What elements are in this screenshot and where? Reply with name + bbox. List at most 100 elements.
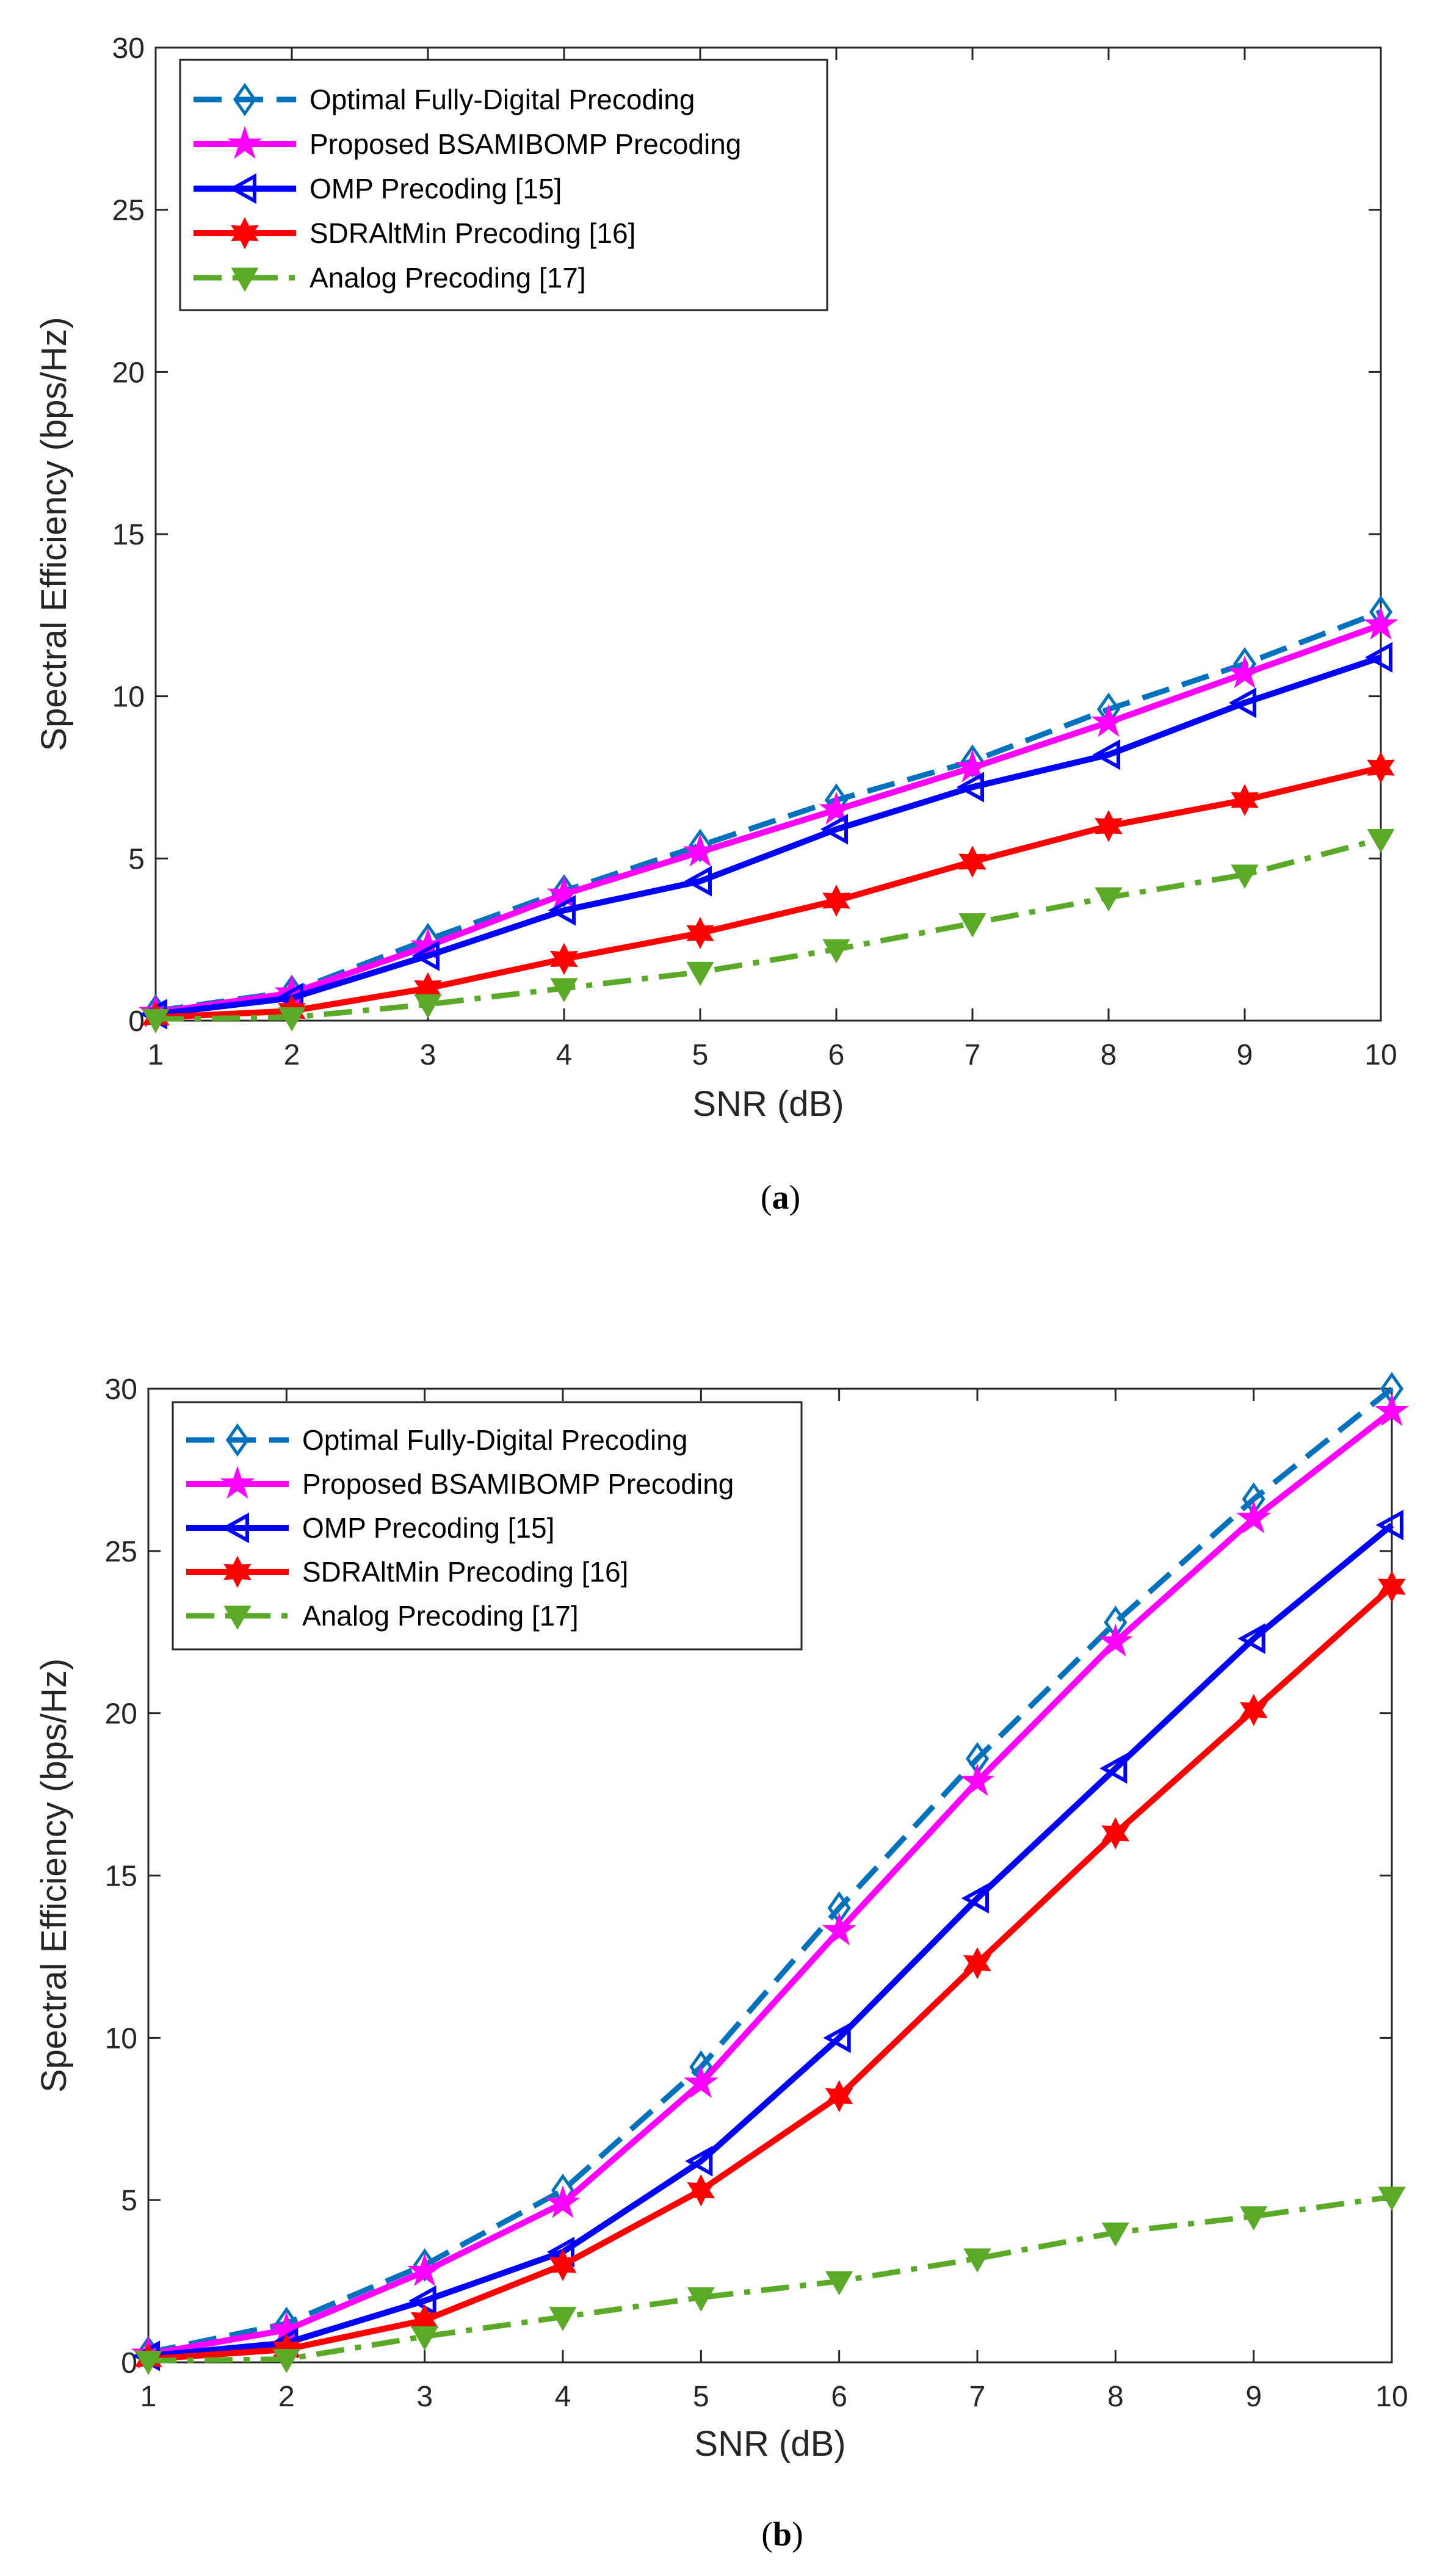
x-tick-label: 4 xyxy=(555,2381,571,2413)
data-point-sdr xyxy=(963,1947,991,1980)
series-line-sdr xyxy=(148,1584,1394,2362)
data-point-analog xyxy=(549,2307,577,2331)
panel-caption: (b) xyxy=(761,2516,803,2553)
x-axis-label: SNR (dB) xyxy=(694,2424,845,2464)
caption-letter: b xyxy=(773,2516,792,2553)
legend-label-proposed: Proposed BSAMIBOMP Precoding xyxy=(310,128,741,160)
y-tick-label: 10 xyxy=(112,681,145,714)
data-point-proposed xyxy=(822,1912,856,1945)
data-point-proposed xyxy=(1363,606,1399,640)
y-tick-label: 10 xyxy=(105,2022,137,2055)
caption-paren-close: ) xyxy=(789,1179,801,1217)
x-tick-label: 3 xyxy=(420,1039,436,1071)
data-point-analog xyxy=(958,913,986,938)
y-tick-label: 30 xyxy=(112,32,145,65)
data-point-proposed xyxy=(1091,704,1126,737)
y-axis-label: Spectral Efficiency (bps/Hz) xyxy=(34,1659,74,2093)
y-tick-label: 0 xyxy=(128,1005,145,1038)
legend-label-sdr: SDRAltMin Precoding [16] xyxy=(310,217,635,249)
data-point-omp xyxy=(685,2146,713,2177)
legend-label-sdr: SDRAltMin Precoding [16] xyxy=(302,1556,628,1588)
y-tick-label: 30 xyxy=(105,1373,137,1406)
data-point-analog xyxy=(963,2248,991,2273)
data-point-proposed xyxy=(1098,1623,1133,1657)
data-point-omp xyxy=(1228,687,1256,718)
data-point-proposed xyxy=(407,2253,442,2287)
data-point-sdr xyxy=(1231,784,1259,817)
legend-marker-sdr xyxy=(231,217,259,250)
legend-marker-proposed xyxy=(227,126,262,159)
series-line-analog xyxy=(148,2194,1392,2364)
data-point-analog xyxy=(550,978,578,1002)
legend-label-analog: Analog Precoding [17] xyxy=(310,262,586,294)
caption-paren-close: ) xyxy=(792,2516,803,2553)
x-tick-label: 1 xyxy=(148,1039,164,1071)
data-point-omp xyxy=(1237,1623,1265,1654)
data-point-proposed xyxy=(819,791,854,825)
series-line-omp xyxy=(148,1522,1394,2359)
caption-paren-open: ( xyxy=(761,2516,773,2553)
data-point-optimal xyxy=(688,828,712,863)
caption-letter: a xyxy=(772,1179,789,1217)
data-point-sdr xyxy=(822,885,850,917)
y-tick-label: 25 xyxy=(105,1536,137,1568)
data-point-sdr xyxy=(550,942,578,975)
data-point-analog xyxy=(142,1008,170,1033)
x-tick-label: 2 xyxy=(278,2381,295,2413)
data-point-proposed xyxy=(682,833,718,867)
data-point-proposed xyxy=(545,2185,581,2218)
x-tick-label: 10 xyxy=(1364,1039,1397,1071)
data-point-omp xyxy=(823,2022,851,2053)
data-point-proposed xyxy=(1227,655,1262,689)
data-point-analog xyxy=(411,2326,439,2351)
data-point-omp xyxy=(1092,739,1120,770)
data-point-proposed xyxy=(960,1763,995,1796)
x-tick-label: 8 xyxy=(1101,1039,1117,1071)
x-tick-label: 10 xyxy=(1375,2381,1408,2413)
data-point-omp xyxy=(684,866,712,897)
data-point-analog xyxy=(278,1007,306,1032)
data-point-sdr xyxy=(687,2174,715,2207)
data-point-omp xyxy=(820,814,848,845)
x-tick-label: 9 xyxy=(1245,2381,1262,2413)
y-tick-label: 5 xyxy=(121,2185,137,2217)
legend-marker-optimal xyxy=(233,82,257,117)
x-tick-label: 6 xyxy=(828,1039,845,1071)
data-point-omp xyxy=(956,772,984,803)
legend-marker-omp xyxy=(228,173,256,204)
data-point-omp xyxy=(1364,642,1392,673)
legend-marker-analog xyxy=(223,1605,252,1630)
series-line-omp xyxy=(155,654,1382,1018)
data-point-sdr xyxy=(1239,1693,1268,1726)
legend-marker-proposed xyxy=(220,1466,255,1499)
data-point-analog xyxy=(686,961,714,986)
series-line-optimal xyxy=(155,609,1382,1014)
y-axis-label: Spectral Efficiency (bps/Hz) xyxy=(34,317,74,751)
data-point-sdr xyxy=(686,917,714,949)
x-tick-label: 1 xyxy=(140,2381,157,2413)
legend-marker-omp xyxy=(221,1512,249,1544)
data-point-optimal xyxy=(413,2248,436,2282)
legend-marker-optimal xyxy=(225,1423,250,1457)
legend: Optimal Fully-Digital Precoding Proposed … xyxy=(172,1401,803,1651)
series-sdr xyxy=(134,1570,1406,2376)
data-point-analog xyxy=(1378,2187,1406,2211)
legend-label-proposed: Proposed BSAMIBOMP Precoding xyxy=(302,1468,734,1500)
data-point-proposed xyxy=(1236,1500,1271,1533)
x-axis-label: SNR (dB) xyxy=(692,1084,844,1124)
legend: Optimal Fully-Digital Precoding Proposed … xyxy=(179,59,828,311)
y-tick-label: 15 xyxy=(112,519,145,551)
y-tick-label: 0 xyxy=(121,2347,137,2379)
data-point-analog xyxy=(825,2271,853,2296)
data-point-proposed xyxy=(955,749,990,783)
data-point-sdr xyxy=(1367,751,1395,784)
series-line-analog xyxy=(155,836,1382,1022)
x-tick-label: 5 xyxy=(692,1039,709,1071)
x-tick-label: 8 xyxy=(1107,2381,1124,2413)
data-point-analog xyxy=(1240,2206,1268,2230)
x-tick-label: 4 xyxy=(556,1039,573,1071)
data-point-omp xyxy=(1375,1510,1403,1541)
data-point-sdr xyxy=(549,2249,577,2281)
legend-label-omp: OMP Precoding [15] xyxy=(302,1512,554,1544)
